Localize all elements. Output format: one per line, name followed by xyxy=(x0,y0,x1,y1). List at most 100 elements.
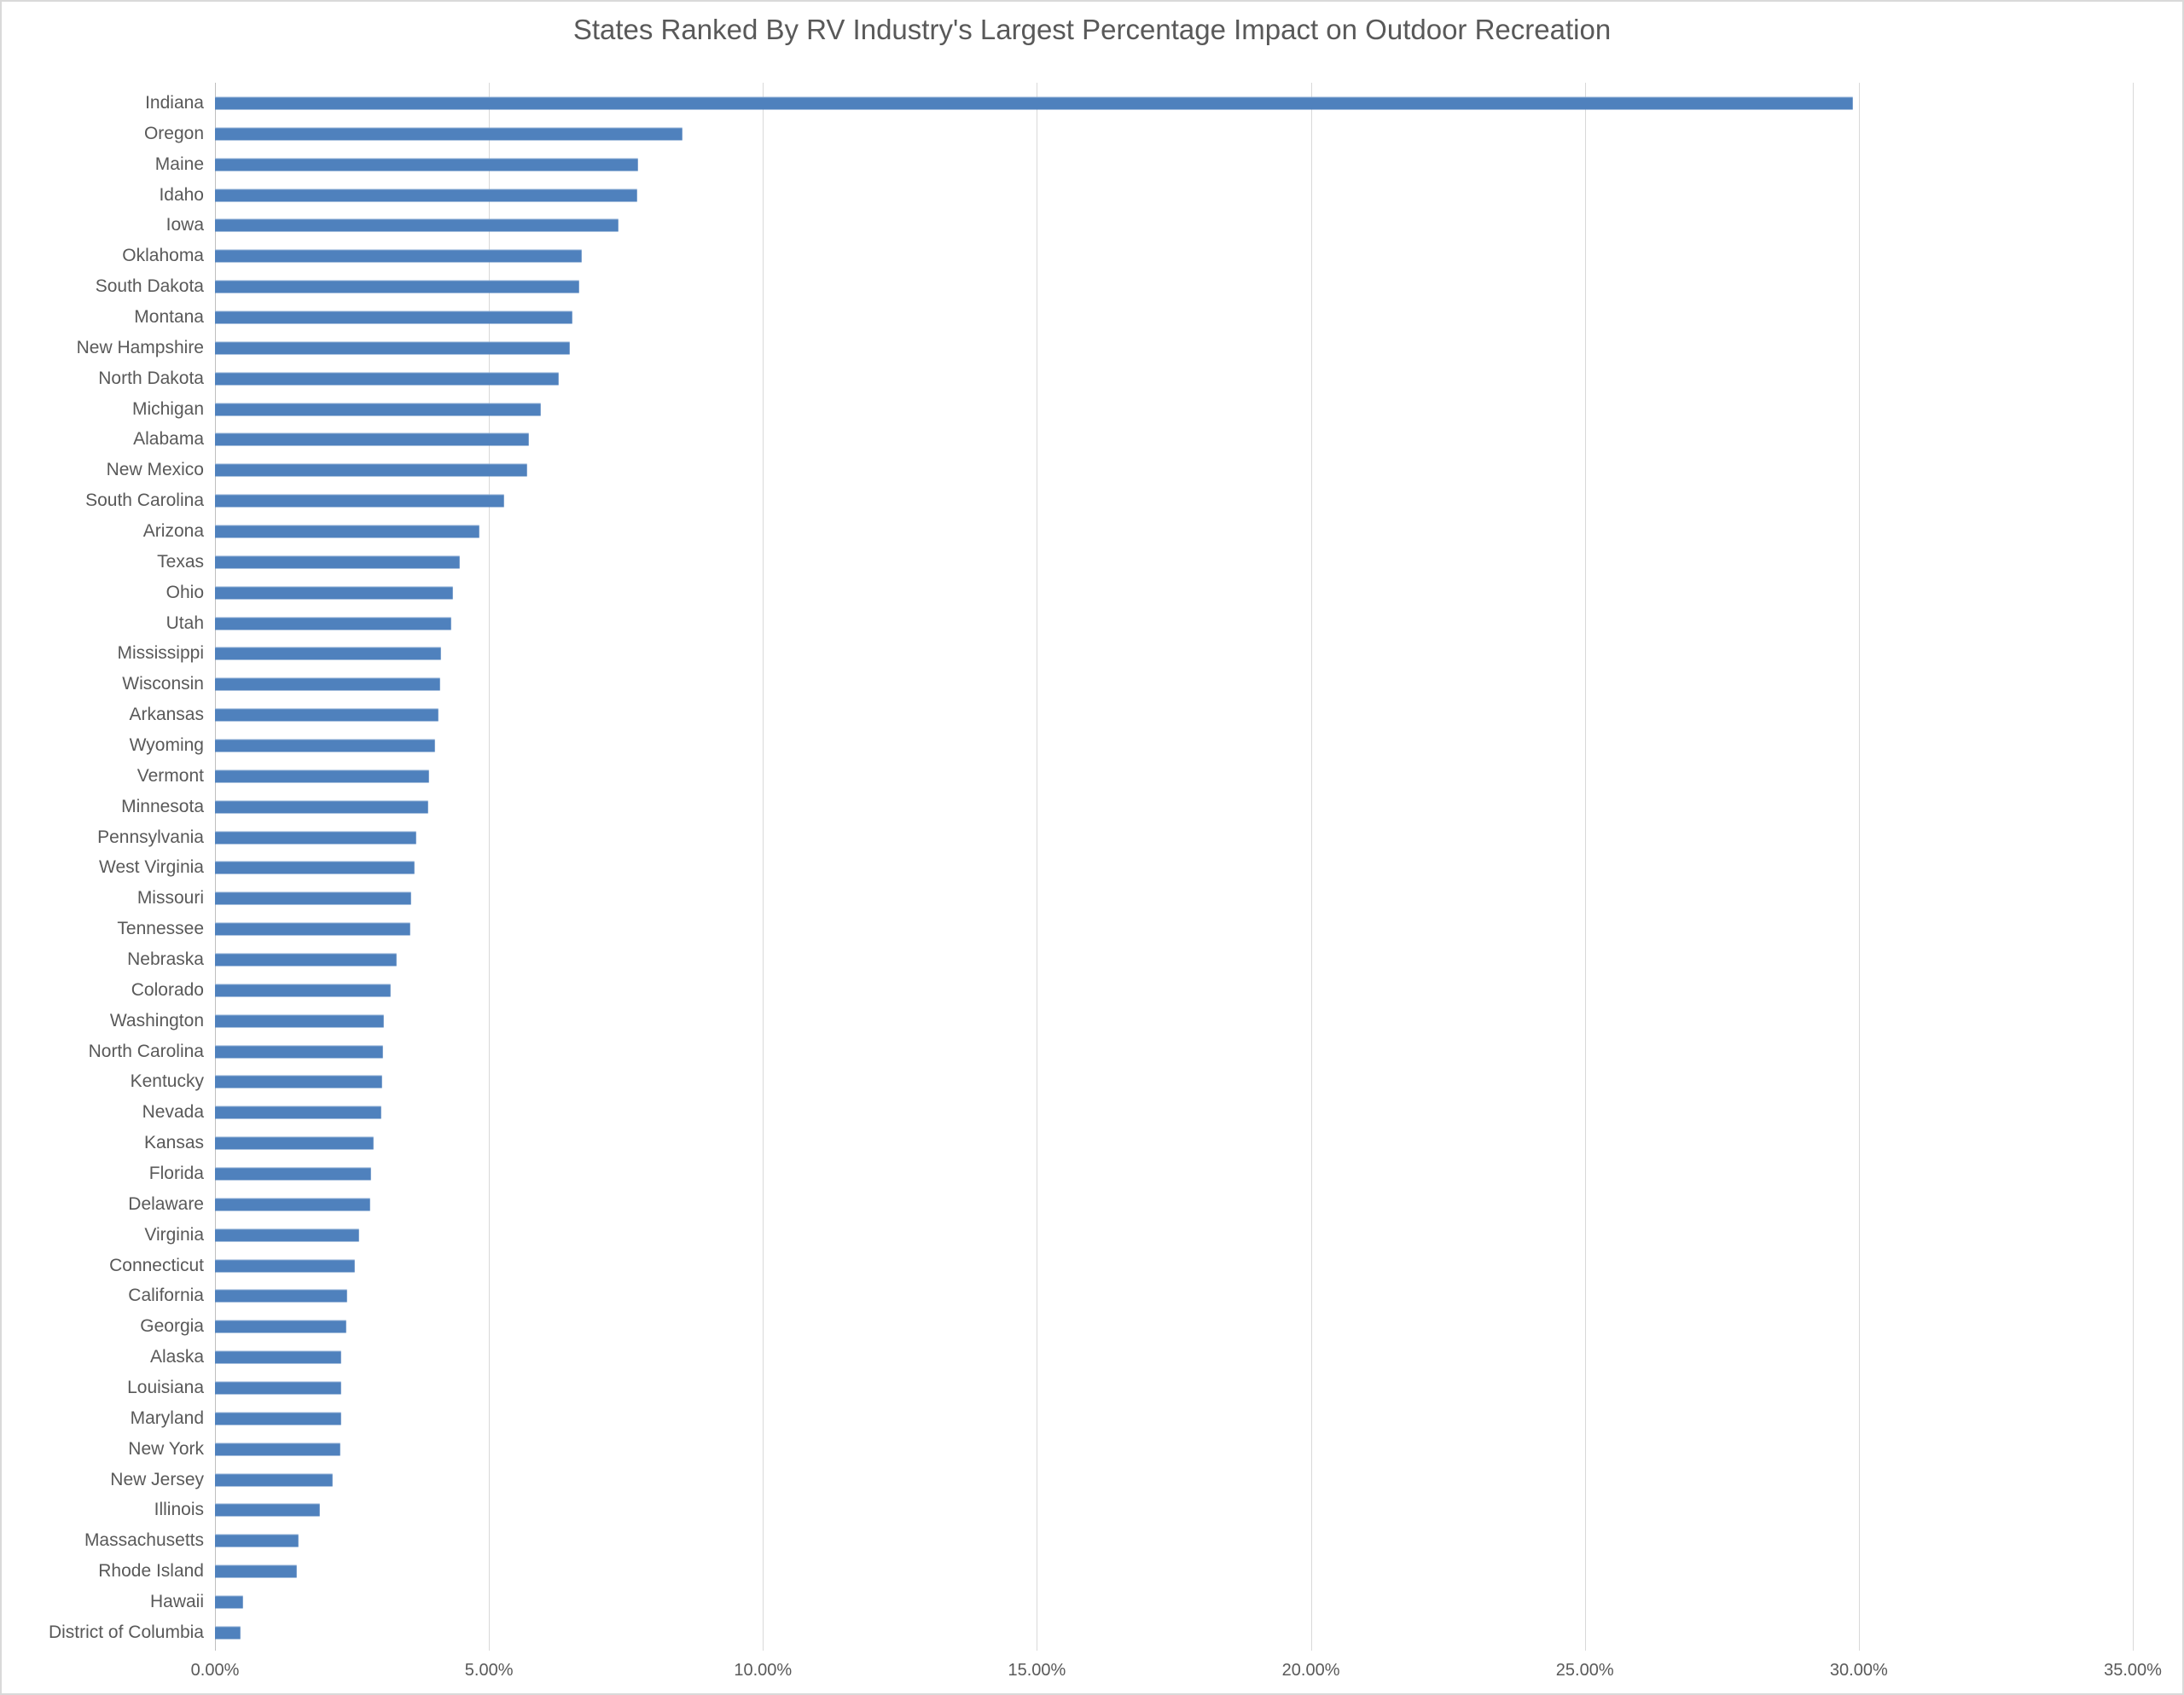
category-label-south-carolina: South Carolina xyxy=(85,491,204,511)
bar-track-minnesota xyxy=(215,792,2133,822)
bar-row-oklahoma: Oklahoma xyxy=(2,241,2133,271)
bar-michigan xyxy=(215,403,542,416)
category-label-new-jersey: New Jersey xyxy=(110,1469,204,1489)
category-label-texas: Texas xyxy=(157,551,204,572)
category-label-nebraska: Nebraska xyxy=(127,949,204,969)
bar-north-dakota xyxy=(215,372,559,386)
bar-track-kentucky xyxy=(215,1067,2133,1098)
bar-massachusetts xyxy=(215,1534,299,1547)
bar-row-washington: Washington xyxy=(2,1006,2133,1036)
bar-utah xyxy=(215,617,452,630)
category-label-maine: Maine xyxy=(154,154,204,174)
bar-row-west-virginia: West Virginia xyxy=(2,852,2133,883)
gridline-20pct xyxy=(1310,83,1312,1651)
bar-row-rhode-island: Rhode Island xyxy=(2,1556,2133,1587)
bar-track-vermont xyxy=(215,761,2133,792)
bar-washington xyxy=(215,1014,385,1028)
category-label-alabama: Alabama xyxy=(133,429,204,450)
bar-nevada xyxy=(215,1106,381,1119)
bar-row-vermont: Vermont xyxy=(2,761,2133,792)
x-tick-label-35pct: 35.00% xyxy=(2104,1661,2162,1680)
bar-kentucky xyxy=(215,1075,382,1088)
bar-west-virginia xyxy=(215,861,415,874)
bar-minnesota xyxy=(215,800,428,814)
category-label-new-york: New York xyxy=(128,1438,204,1459)
bar-track-nebraska xyxy=(215,944,2133,975)
bar-row-arkansas: Arkansas xyxy=(2,699,2133,730)
bar-row-maine: Maine xyxy=(2,149,2133,180)
bar-louisiana xyxy=(215,1381,342,1395)
bar-nebraska xyxy=(215,953,397,966)
bar-maine xyxy=(215,158,638,171)
bar-track-new-hampshire xyxy=(215,333,2133,363)
gridline-5pct xyxy=(489,83,491,1651)
category-label-california: California xyxy=(128,1286,204,1306)
category-label-mississippi: Mississippi xyxy=(117,643,204,664)
bar-row-kansas: Kansas xyxy=(2,1128,2133,1158)
bar-south-carolina xyxy=(215,494,505,508)
category-label-colorado: Colorado xyxy=(131,979,204,1000)
category-label-hawaii: Hawaii xyxy=(149,1592,204,1612)
bar-track-illinois xyxy=(215,1495,2133,1526)
bar-alaska xyxy=(215,1350,342,1364)
bar-row-pennsylvania: Pennsylvania xyxy=(2,822,2133,853)
bar-track-georgia xyxy=(215,1311,2133,1342)
bar-ohio xyxy=(215,586,454,600)
x-tick-label-25pct: 25.00% xyxy=(1555,1661,1614,1680)
bar-row-montana: Montana xyxy=(2,302,2133,333)
category-label-kentucky: Kentucky xyxy=(130,1071,204,1092)
category-label-iowa: Iowa xyxy=(166,215,204,235)
bar-colorado xyxy=(215,984,391,997)
category-label-north-dakota: North Dakota xyxy=(98,368,204,388)
bar-rows-container: Indiana Oregon Maine Idaho Iowa Oklahoma South… xyxy=(2,88,2133,1648)
bar-row-minnesota: Minnesota xyxy=(2,792,2133,822)
bar-connecticut xyxy=(215,1259,355,1273)
category-label-delaware: Delaware xyxy=(128,1193,204,1214)
category-label-district-of-columbia: District of Columbia xyxy=(48,1622,204,1642)
bar-track-south-carolina xyxy=(215,485,2133,516)
bar-row-massachusetts: Massachusetts xyxy=(2,1525,2133,1556)
bar-virginia xyxy=(215,1228,359,1242)
bar-arizona xyxy=(215,525,480,538)
x-axis-tick-labels: 0.00% 5.00% 10.00% 15.00% 20.00% 25.00% 30.00%… xyxy=(2,1661,2182,1690)
category-label-west-virginia: West Virginia xyxy=(99,857,204,878)
bar-row-north-dakota: North Dakota xyxy=(2,363,2133,394)
category-label-louisiana: Louisiana xyxy=(127,1378,204,1398)
category-label-oklahoma: Oklahoma xyxy=(122,246,204,266)
bar-row-wyoming: Wyoming xyxy=(2,730,2133,761)
bar-track-ohio xyxy=(215,578,2133,608)
bar-track-north-carolina xyxy=(215,1036,2133,1067)
bar-row-new-mexico: New Mexico xyxy=(2,455,2133,485)
category-label-ohio: Ohio xyxy=(166,582,204,602)
bar-track-alaska xyxy=(215,1342,2133,1373)
category-label-michigan: Michigan xyxy=(131,398,204,419)
bar-track-maine xyxy=(215,149,2133,180)
gridline-25pct xyxy=(1584,83,1586,1651)
bar-row-hawaii: Hawaii xyxy=(2,1587,2133,1617)
bar-iowa xyxy=(215,218,619,232)
bar-texas xyxy=(215,555,461,569)
bar-track-district-of-columbia xyxy=(215,1617,2133,1648)
bar-illinois xyxy=(215,1503,321,1517)
bar-oregon xyxy=(215,127,682,141)
bar-row-indiana: Indiana xyxy=(2,88,2133,119)
category-label-missouri: Missouri xyxy=(136,888,204,908)
bar-row-ohio: Ohio xyxy=(2,578,2133,608)
bar-track-texas xyxy=(215,547,2133,578)
bar-track-louisiana xyxy=(215,1373,2133,1403)
category-label-indiana: Indiana xyxy=(145,92,204,113)
category-label-wisconsin: Wisconsin xyxy=(122,674,204,694)
bar-row-idaho: Idaho xyxy=(2,180,2133,211)
bar-track-kansas xyxy=(215,1128,2133,1158)
bar-row-nebraska: Nebraska xyxy=(2,944,2133,975)
bar-hawaii xyxy=(215,1595,243,1609)
bar-row-texas: Texas xyxy=(2,547,2133,578)
bar-row-new-hampshire: New Hampshire xyxy=(2,333,2133,363)
category-label-north-carolina: North Carolina xyxy=(88,1041,204,1061)
bar-florida xyxy=(215,1167,372,1181)
bar-montana xyxy=(215,311,573,324)
bar-row-alabama: Alabama xyxy=(2,424,2133,455)
bar-track-massachusetts xyxy=(215,1525,2133,1556)
category-label-alaska: Alaska xyxy=(149,1347,204,1367)
bar-wyoming xyxy=(215,739,435,752)
